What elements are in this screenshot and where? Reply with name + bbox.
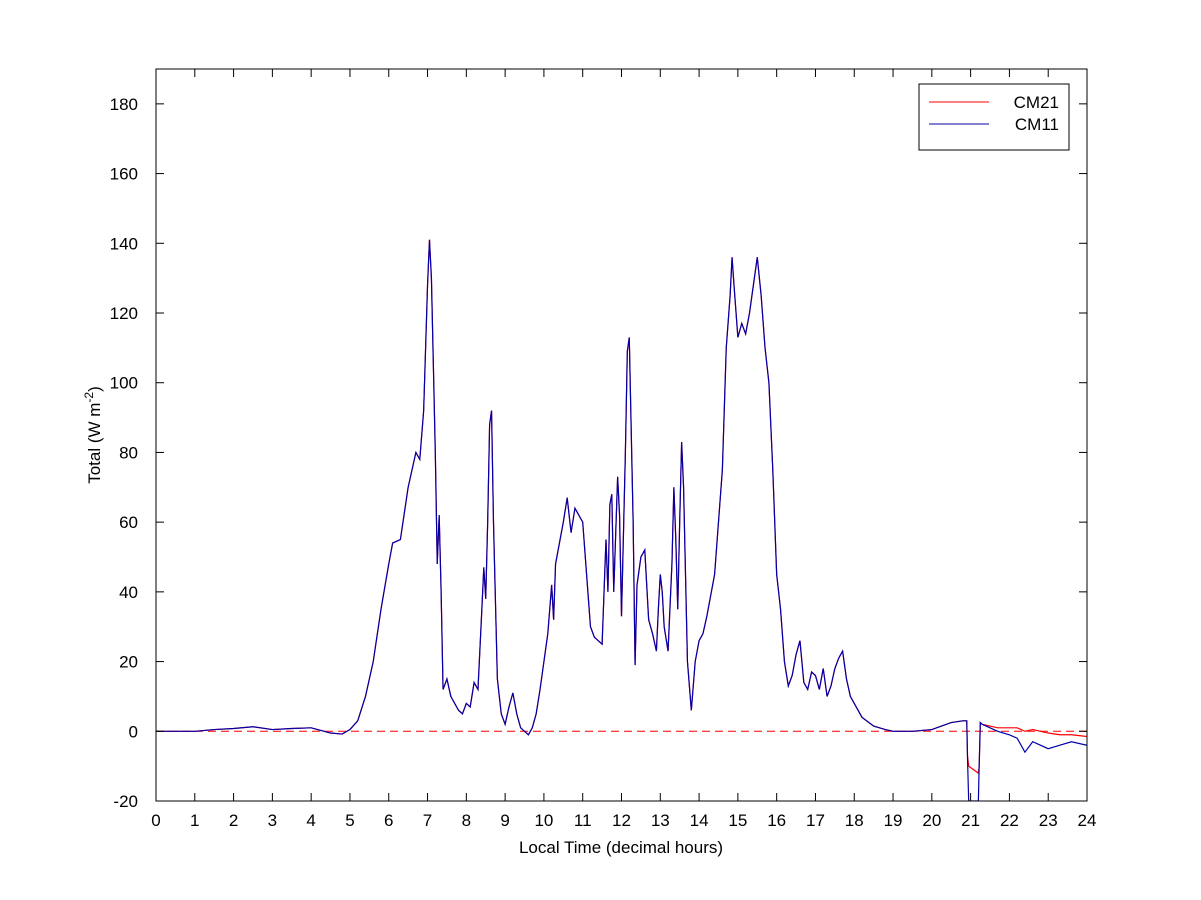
x-tick-label: 13: [651, 811, 670, 830]
plot-area: [156, 69, 1087, 801]
x-tick-label: 22: [1000, 811, 1019, 830]
x-tick-label: 2: [229, 811, 238, 830]
x-tick-label: 18: [845, 811, 864, 830]
x-tick-label: 23: [1039, 811, 1058, 830]
y-label-sup: -2: [82, 392, 96, 403]
y-tick-label: 60: [119, 513, 138, 532]
y-tick-label: 140: [110, 234, 138, 253]
y-label-end: ): [85, 386, 104, 392]
x-tick-label: 24: [1078, 811, 1097, 830]
y-tick-label: 160: [110, 165, 138, 184]
x-tick-label: 19: [884, 811, 903, 830]
x-axis-label: Local Time (decimal hours): [519, 838, 723, 857]
x-tick-label: 3: [268, 811, 277, 830]
x-tick-label: 7: [423, 811, 432, 830]
legend-label: CM21: [1014, 93, 1059, 112]
plot-lines: [156, 239, 1087, 801]
y-tick-label: 20: [119, 653, 138, 672]
x-tick-label: 0: [151, 811, 160, 830]
y-tick-label: 180: [110, 95, 138, 114]
y-label-main: Total (W m: [85, 403, 104, 484]
y-tick-label: 80: [119, 443, 138, 462]
x-tick-label: 16: [767, 811, 786, 830]
y-tick-label: -20: [113, 792, 138, 811]
y-axis-label: Total (W m-2): [82, 386, 104, 484]
x-tick-label: 4: [306, 811, 315, 830]
x-tick-label: 21: [961, 811, 980, 830]
x-tick-label: 8: [462, 811, 471, 830]
y-tick-label: 40: [119, 583, 138, 602]
legend-label: CM11: [1015, 115, 1059, 134]
x-tick-label: 9: [500, 811, 509, 830]
x-tick-label: 6: [384, 811, 393, 830]
x-tick-label: 11: [574, 811, 592, 830]
y-tick-label: 120: [110, 304, 138, 323]
x-tick-label: 20: [922, 811, 941, 830]
y-tick-label: 100: [110, 374, 138, 393]
x-tick-label: 12: [612, 811, 631, 830]
x-tick-label: 1: [190, 811, 199, 830]
legend-box: [918, 83, 1070, 151]
series-line: [156, 239, 1087, 801]
x-tick-label: 10: [534, 811, 553, 830]
x-tick-label: 14: [690, 811, 709, 830]
x-tick-label: 5: [345, 811, 354, 830]
x-tick-label: 15: [728, 811, 747, 830]
y-tick-label: 0: [129, 722, 138, 741]
x-tick-label: 17: [806, 811, 825, 830]
